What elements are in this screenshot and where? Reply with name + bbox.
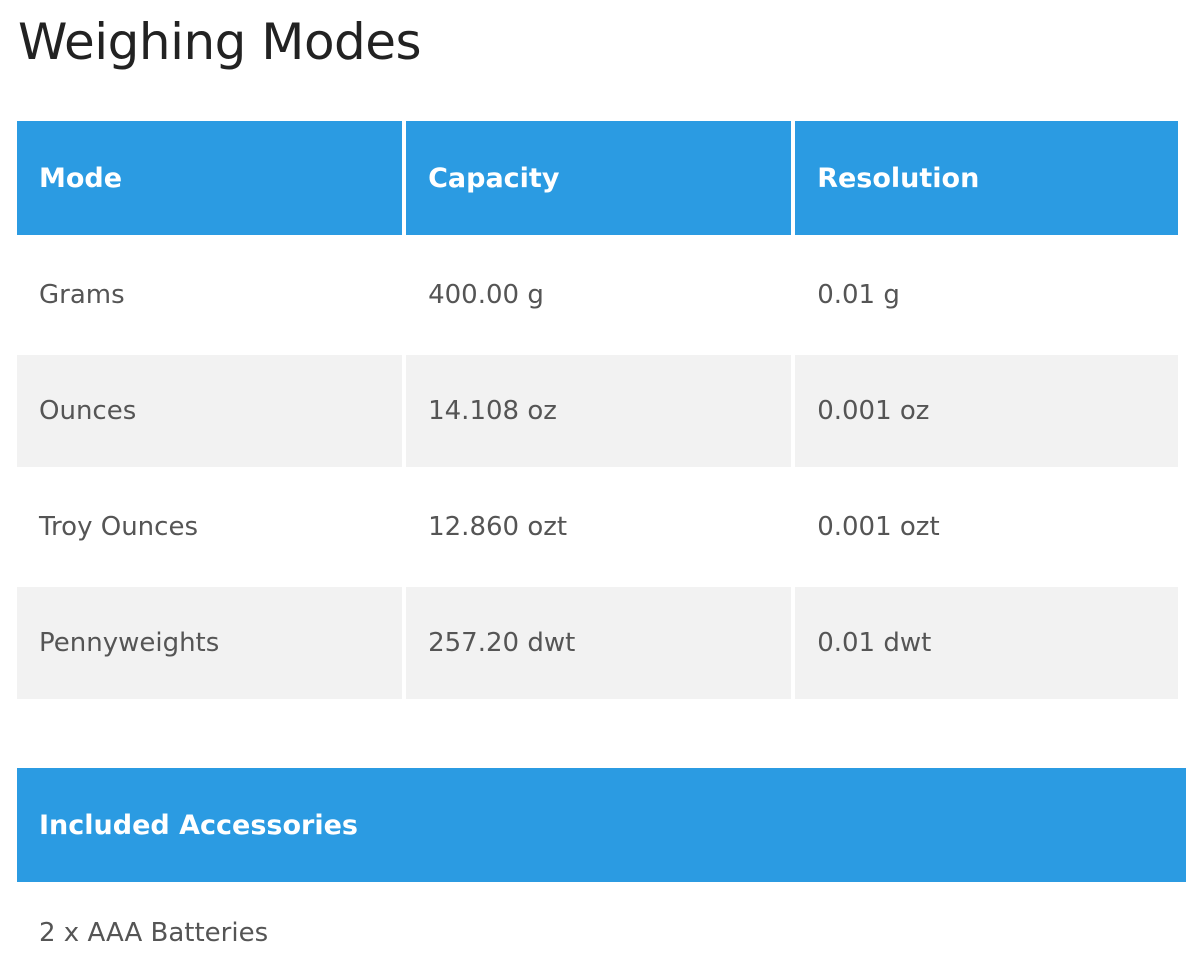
- accessories-header-label: Included Accessories: [39, 809, 358, 841]
- cell-capacity: 12.860 ozt: [406, 471, 792, 583]
- cell-resolution: 0.01 dwt: [795, 587, 1178, 699]
- table-row: Pennyweights 257.20 dwt 0.01 dwt: [17, 587, 1178, 699]
- cell-resolution: 0.001 oz: [795, 355, 1178, 467]
- cell-capacity: 400.00 g: [406, 239, 792, 351]
- cell-mode: Ounces: [17, 355, 403, 467]
- table-row: Ounces 14.108 oz 0.001 oz: [17, 355, 1178, 467]
- cell-capacity: 257.20 dwt: [406, 587, 792, 699]
- cell-mode: Grams: [17, 239, 403, 351]
- cell-resolution: 0.01 g: [795, 239, 1178, 351]
- table-row: Grams 400.00 g 0.01 g: [17, 239, 1178, 351]
- cell-resolution: 0.001 ozt: [795, 471, 1178, 583]
- cell-mode: Troy Ounces: [17, 471, 403, 583]
- accessory-item: 2 x AAA Batteries: [39, 918, 269, 948]
- page-title: Weighing Modes: [18, 13, 422, 71]
- cell-capacity: 14.108 oz: [406, 355, 792, 467]
- weighing-modes-table: Mode Capacity Resolution Grams 400.00 g …: [13, 117, 1182, 703]
- header-capacity: Capacity: [406, 121, 792, 235]
- table-row: Troy Ounces 12.860 ozt 0.001 ozt: [17, 471, 1178, 583]
- header-resolution: Resolution: [795, 121, 1178, 235]
- cell-mode: Pennyweights: [17, 587, 403, 699]
- header-mode: Mode: [17, 121, 403, 235]
- accessories-header: Included Accessories: [17, 768, 1186, 882]
- table-header-row: Mode Capacity Resolution: [17, 121, 1178, 235]
